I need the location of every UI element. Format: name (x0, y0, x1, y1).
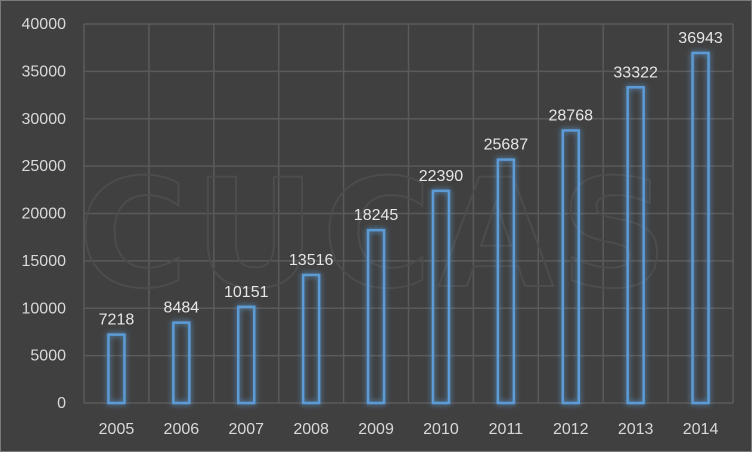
bar (496, 158, 516, 405)
bars (107, 51, 710, 405)
watermark-text: CUCAS (78, 148, 674, 322)
x-tick-label: 2013 (618, 421, 654, 438)
bar (561, 129, 580, 405)
y-tick-label: 35000 (22, 63, 67, 80)
data-labels: 7218 8484 10151 13516 18245 22390 25687 28768 33… (99, 30, 723, 329)
x-tick-label: 2007 (228, 421, 264, 438)
data-label: 8484 (164, 300, 200, 317)
x-axis-ticks: 2005 2006 2007 2008 2009 2010 2011 2012 2013 2014 (99, 421, 719, 438)
y-tick-label: 40000 (22, 16, 67, 33)
data-label: 28768 (549, 107, 594, 124)
data-label: 25687 (484, 137, 529, 154)
bar (431, 189, 451, 405)
data-label: 10151 (224, 284, 269, 301)
bar (626, 86, 645, 405)
bar (237, 305, 256, 405)
x-tick-label: 2009 (358, 421, 394, 438)
data-label: 22390 (419, 168, 464, 185)
x-tick-label: 2010 (423, 421, 459, 438)
y-tick-label: 5000 (30, 348, 66, 365)
x-tick-label: 2005 (99, 421, 135, 438)
data-label: 7218 (99, 312, 135, 329)
bar (107, 333, 126, 405)
bar (366, 228, 386, 405)
y-tick-label: 20000 (22, 206, 67, 223)
x-tick-label: 2012 (553, 421, 589, 438)
data-label: 18245 (354, 207, 399, 224)
y-axis-ticks: 0 5000 10000 15000 20000 25000 30000 35000 40000 (22, 16, 67, 412)
y-tick-label: 0 (57, 395, 66, 412)
bar (301, 273, 321, 405)
data-label: 33322 (613, 64, 658, 81)
y-tick-label: 15000 (22, 253, 67, 270)
y-tick-label: 10000 (22, 300, 67, 317)
x-tick-label: 2006 (164, 421, 200, 438)
bar (172, 321, 191, 405)
x-tick-label: 2014 (683, 421, 719, 438)
x-tick-label: 2011 (489, 421, 524, 438)
gridlines (83, 23, 734, 404)
x-tick-label: 2008 (293, 421, 329, 438)
data-label: 13516 (289, 252, 334, 269)
data-label: 36943 (678, 30, 723, 47)
bar (691, 51, 710, 405)
y-tick-label: 30000 (22, 111, 67, 128)
y-tick-label: 25000 (22, 158, 67, 175)
